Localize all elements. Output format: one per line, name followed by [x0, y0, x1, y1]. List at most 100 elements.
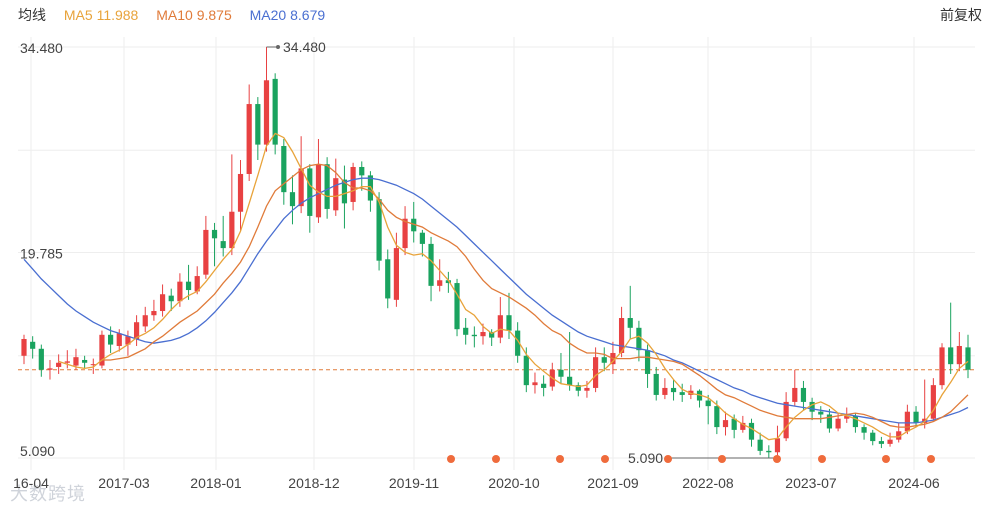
candle — [913, 406, 919, 428]
candle — [419, 229, 425, 257]
candle — [38, 344, 44, 377]
candle — [64, 350, 70, 369]
x-tick-label: 2024-06 — [888, 475, 940, 491]
x-tick-label: 2018-01 — [190, 475, 242, 491]
event-dot — [664, 455, 672, 463]
candle — [272, 73, 278, 155]
candle-body — [133, 322, 140, 339]
candle-body — [956, 345, 962, 365]
candle — [56, 354, 62, 374]
candle — [584, 380, 590, 398]
candle — [411, 201, 417, 243]
candle-body — [627, 318, 633, 328]
event-dot — [556, 455, 564, 463]
candle-body — [584, 387, 590, 391]
candle-body — [272, 78, 278, 145]
candle-body — [38, 348, 44, 370]
watermark-logo: 大数跨境 — [10, 484, 86, 504]
candle — [705, 394, 711, 425]
candle-body — [463, 327, 469, 335]
candle-body — [350, 166, 356, 202]
legend-ma5[interactable]: MA5 11.988 — [63, 7, 139, 23]
candle — [653, 366, 659, 401]
candle — [766, 445, 772, 458]
candle — [237, 159, 244, 232]
candle-body — [90, 364, 96, 366]
candle — [454, 278, 460, 337]
candle-body — [722, 420, 729, 428]
candle-body — [696, 390, 703, 401]
event-dot — [882, 455, 890, 463]
candle-body — [64, 361, 70, 363]
ma20-line — [23, 177, 969, 424]
candle — [757, 432, 763, 456]
candle — [463, 318, 469, 345]
legend-ma20[interactable]: MA20 8.679 — [249, 7, 326, 23]
candle-body — [489, 332, 495, 338]
candle-body — [367, 175, 374, 201]
candle — [644, 344, 651, 388]
event-dot — [818, 455, 826, 463]
candle — [376, 192, 382, 271]
candle-body — [125, 336, 131, 345]
candle-body — [341, 179, 348, 204]
candle-body — [454, 283, 460, 330]
candle — [515, 322, 521, 363]
candle — [203, 215, 209, 279]
candle — [567, 332, 573, 391]
x-tick-label: 2023-07 — [785, 475, 837, 491]
candle-body — [30, 341, 36, 349]
adjust-mode-button[interactable]: 前复权 — [940, 7, 982, 23]
candle-body — [948, 347, 954, 365]
legend-title: 均线 — [18, 7, 46, 23]
candle-body — [896, 431, 902, 440]
candle-body — [939, 347, 945, 386]
candle-body — [445, 280, 451, 284]
candle — [437, 259, 443, 292]
y-tick-label: 34.480 — [20, 40, 63, 56]
candle-body — [809, 401, 815, 412]
candle-body — [99, 334, 105, 366]
candle — [99, 330, 105, 369]
candle-body — [792, 387, 798, 402]
candle-body — [826, 414, 833, 429]
candle-body — [255, 104, 261, 145]
candle — [558, 352, 564, 384]
candle — [220, 215, 226, 257]
candle-body — [211, 229, 218, 239]
candle — [861, 424, 867, 440]
candle-body — [82, 359, 88, 363]
candle — [497, 297, 503, 344]
candle-body — [567, 376, 573, 386]
candle-body — [653, 373, 659, 395]
candle — [211, 222, 218, 267]
candle-body — [480, 332, 486, 337]
candle-body — [263, 80, 270, 145]
candle-body — [151, 311, 157, 316]
candle-body — [878, 441, 884, 444]
candle-body — [229, 211, 235, 249]
candle — [194, 266, 200, 295]
legend-ma10[interactable]: MA10 9.875 — [156, 7, 232, 23]
candle-body — [393, 248, 400, 300]
candle — [541, 375, 547, 397]
candle — [696, 389, 703, 408]
candle — [939, 343, 945, 390]
candle-body — [194, 276, 200, 292]
candle-body — [644, 350, 651, 374]
candle-body — [108, 334, 114, 345]
candle — [324, 157, 330, 219]
candle — [792, 369, 798, 407]
candle-body — [359, 166, 365, 176]
candle — [714, 400, 720, 435]
x-tick-label: 16-04 — [13, 475, 49, 491]
candle-body — [73, 357, 79, 366]
candle — [887, 432, 893, 447]
candle-body — [861, 427, 867, 433]
candle-body — [237, 173, 244, 212]
candle — [748, 418, 755, 447]
candle-body — [437, 280, 443, 286]
candle — [662, 378, 668, 400]
candle-body — [748, 422, 755, 440]
